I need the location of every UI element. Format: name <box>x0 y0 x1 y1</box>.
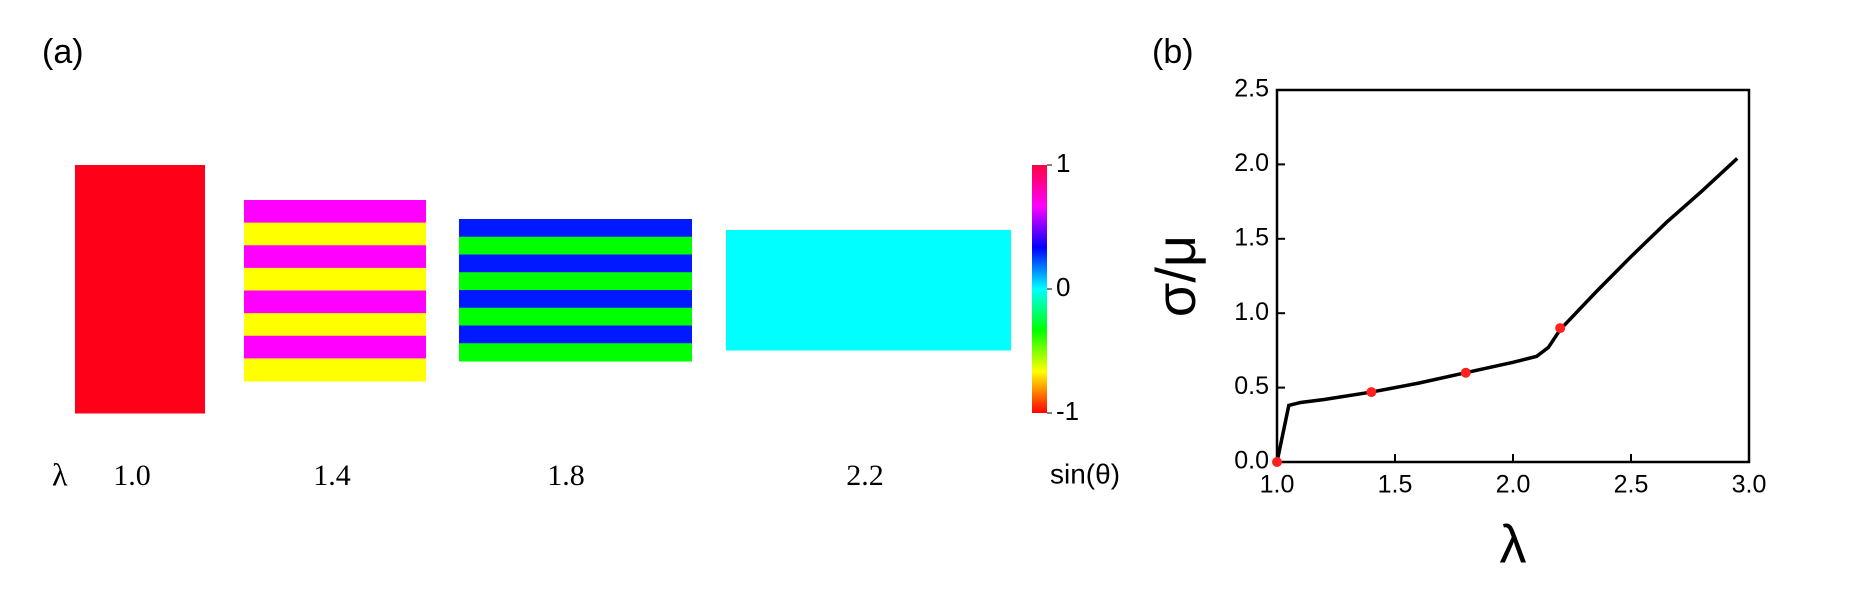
x-tick-label: 2.5 <box>1614 471 1649 499</box>
stripe <box>244 335 426 359</box>
lambda-label: 1.4 <box>313 459 351 492</box>
stripe <box>726 230 1011 351</box>
stripe <box>244 267 426 291</box>
panel-label: (b) <box>1152 33 1194 71</box>
stripe <box>244 222 426 246</box>
x-tick-label: 3.0 <box>1732 471 1767 499</box>
colorbar-label: sin(θ) <box>1050 458 1120 489</box>
point <box>1460 367 1471 378</box>
stripe <box>459 254 692 273</box>
colorbar-tick-label: 0 <box>1056 272 1070 302</box>
y-tick-label: 2.5 <box>1234 75 1269 103</box>
lambda-label: 2.2 <box>846 459 884 492</box>
stripe <box>244 245 426 269</box>
y-tick-label: 2.0 <box>1234 149 1269 177</box>
y-tick-label: 0.0 <box>1234 447 1269 475</box>
y-tick-label: 0.5 <box>1234 372 1269 400</box>
stripe <box>459 236 692 255</box>
stripe <box>244 358 426 382</box>
lambda-label: 1.8 <box>547 459 585 492</box>
curve <box>1275 157 1739 463</box>
stripe <box>459 219 692 238</box>
point <box>1272 457 1282 467</box>
stripe <box>459 272 692 291</box>
colorbar <box>1032 165 1047 413</box>
stripe <box>244 313 426 337</box>
stripe <box>75 165 205 414</box>
lambda-label: 1.0 <box>113 459 151 492</box>
x-axis-label: λ <box>1500 514 1527 574</box>
plot-frame <box>1275 88 1751 464</box>
point <box>1366 387 1377 398</box>
panel-label: (a) <box>42 33 84 71</box>
x-tick-label: 2.0 <box>1496 471 1531 499</box>
stripe <box>459 343 692 362</box>
colorbar-tick-label: -1 <box>1056 396 1079 426</box>
stripe <box>244 290 426 314</box>
colorbar-tick-label: 1 <box>1056 148 1070 178</box>
y-tick-label: 1.0 <box>1234 298 1269 326</box>
stripe <box>459 307 692 326</box>
y-axis-label: σ/μ <box>1144 235 1207 317</box>
y-tick-label: 1.5 <box>1234 223 1269 251</box>
stripe <box>459 325 692 344</box>
x-tick-label: 1.5 <box>1378 471 1413 499</box>
lambda-symbol: λ <box>52 456 68 492</box>
x-tick-label: 1.0 <box>1260 471 1295 499</box>
stripe <box>459 290 692 309</box>
stripe <box>244 200 426 224</box>
point <box>1555 323 1566 334</box>
